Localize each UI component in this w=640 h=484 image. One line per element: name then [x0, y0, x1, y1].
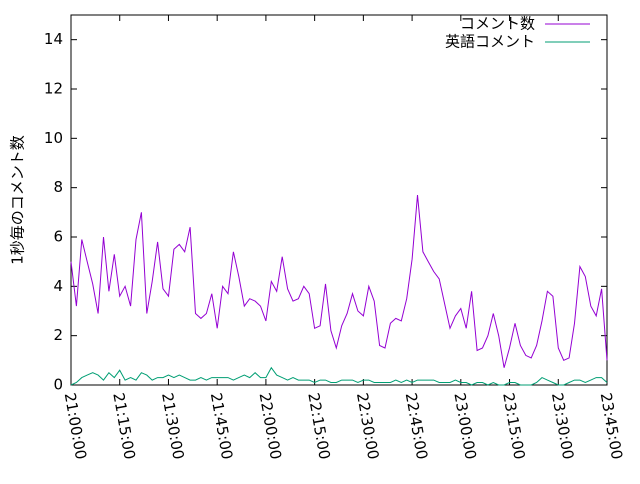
data-line	[70, 195, 608, 368]
y-tick-label: 8	[53, 178, 63, 196]
plot-border	[70, 14, 608, 386]
x-tick-label: 22:30:00	[353, 391, 382, 460]
x-tick-label: 22:45:00	[402, 391, 431, 460]
legend-label: 英語コメント	[445, 33, 535, 51]
x-tick-label: 21:45:00	[207, 391, 236, 460]
x-tick-label: 23:30:00	[548, 391, 577, 460]
y-tick-label: 10	[44, 129, 63, 147]
x-tick-label: 21:15:00	[109, 391, 138, 460]
y-tick-label: 0	[53, 376, 63, 394]
x-tick-label: 22:15:00	[304, 391, 333, 460]
x-tick-label: 23:45:00	[597, 391, 626, 460]
legend-label: コメント数	[460, 15, 535, 33]
x-tick-label: 21:00:00	[61, 391, 90, 460]
y-tick-label: 2	[53, 326, 63, 344]
x-tick-label: 23:15:00	[499, 391, 528, 460]
x-tick-label: 21:30:00	[158, 391, 187, 460]
y-tick-label: 12	[44, 80, 63, 98]
x-tick-label: 22:00:00	[256, 391, 285, 460]
y-tick-label: 14	[44, 30, 63, 48]
x-tick-label: 23:00:00	[450, 391, 479, 460]
y-tick-label: 6	[53, 228, 63, 246]
y-axis-label: 1秒毎のコメント数	[9, 135, 27, 265]
y-tick-label: 4	[53, 277, 63, 295]
data-line	[70, 366, 608, 386]
